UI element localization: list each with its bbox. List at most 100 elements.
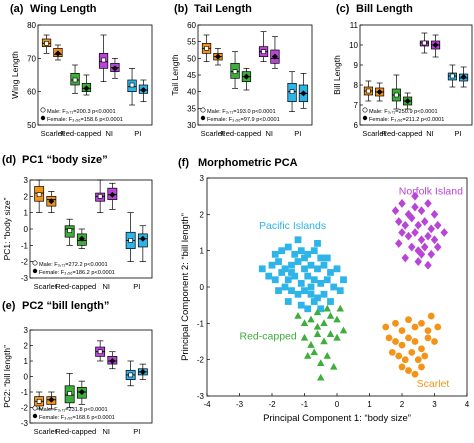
mean-marker (243, 73, 250, 80)
data-point (417, 235, 426, 245)
box-pi-male (287, 71, 297, 113)
box-red-capped-male (64, 218, 75, 246)
mean-marker (78, 389, 85, 395)
category-label: Scarlet (362, 129, 386, 138)
x-axis-label: Principal Component 1: “body size” (263, 413, 411, 424)
mean-marker (450, 73, 455, 79)
y-tick-label: 55 (187, 38, 196, 47)
box-scarlet-female (213, 47, 223, 66)
data-point (339, 326, 348, 334)
panel-title: Tail Length (194, 3, 252, 15)
data-point (431, 338, 438, 345)
mean-marker (139, 235, 146, 242)
data-point (424, 260, 432, 270)
box-scarlet-male (363, 80, 373, 102)
data-point (385, 334, 393, 342)
mean-marker (44, 41, 49, 46)
y-tick-label: 1 (24, 357, 29, 366)
box-ni-male (419, 32, 429, 54)
mean-marker (97, 349, 103, 355)
y-axis-label: Principal Component 2: “bill length” (180, 213, 191, 361)
series-red-capped: Red-capped (240, 304, 348, 381)
box-ni-male (95, 179, 106, 214)
data-point (327, 298, 334, 305)
data-point (314, 294, 321, 302)
data-point (317, 305, 325, 313)
data-point (310, 247, 318, 255)
data-point (330, 283, 338, 291)
category-label: Red-capped (220, 129, 261, 138)
y-tick-label: -2 (21, 404, 29, 413)
y-tick-label: -1 (21, 388, 29, 397)
y-tick-label: 3 (24, 176, 29, 185)
data-point (417, 206, 426, 216)
category-label: NI (106, 129, 114, 138)
data-point (268, 261, 276, 269)
data-point (398, 228, 406, 237)
data-point (398, 363, 406, 371)
panel-title: PC2 “bill length” (22, 300, 109, 312)
panel-label: (a) (10, 3, 24, 15)
data-point (427, 312, 435, 320)
data-point (392, 319, 399, 327)
data-point (408, 213, 416, 223)
category-label: NI (103, 282, 111, 291)
data-point (421, 352, 429, 360)
data-point (336, 287, 344, 295)
series-label: Scarlet (417, 378, 450, 390)
category-label: Red-capped (60, 129, 101, 138)
data-point (417, 249, 426, 259)
data-point (401, 253, 409, 263)
y-tick-label: 50 (27, 121, 36, 130)
data-point (333, 333, 341, 341)
y-tick-label: 2 (24, 342, 29, 351)
data-point (401, 220, 409, 230)
stats-female: Female: F₃,₅₆=168.6 p<0.0001 (39, 415, 115, 421)
data-point (317, 359, 325, 367)
series-pacific-islands: Pacific Islands (258, 220, 347, 313)
x-tick-label: 3 (432, 400, 437, 409)
data-point (301, 287, 308, 295)
data-point (391, 206, 400, 216)
panel-d: (d) PC1 “body size” -3 -2 -1 0 1 2 3 PC1: “body s… (2, 154, 153, 291)
mean-marker (460, 74, 467, 80)
y-tick-label: 50 (187, 54, 196, 63)
y-tick-label: 1 (24, 209, 29, 218)
data-point (430, 235, 439, 245)
category-label: NI (426, 129, 434, 138)
mean-marker (83, 85, 90, 92)
panel-e: (e) PC2 “bill length” -3 -2 -1 0 1 2 3 PC2: “bill… (2, 300, 153, 436)
box-ni-male (98, 34, 109, 83)
data-point (414, 257, 422, 266)
mean-marker (78, 235, 85, 242)
panel-title: PC1 “body size” (22, 154, 108, 166)
data-point (310, 348, 318, 356)
data-point (314, 240, 321, 247)
category-label: Scarlet (201, 129, 225, 138)
panel-label: (e) (2, 300, 16, 312)
y-tick-label: 1 (200, 247, 205, 256)
stats-male-marker (200, 107, 206, 113)
mean-marker (271, 53, 278, 60)
data-point (411, 323, 419, 331)
box-scarlet-male (34, 179, 45, 214)
data-point (284, 243, 292, 251)
y-axis-label: Bill Length (332, 55, 342, 95)
data-point (271, 250, 279, 258)
mean-marker (366, 88, 371, 94)
y-tick-label: 2 (24, 192, 29, 201)
stats-female: Female: F₃,₅₆=186.2 p<0.0001 (39, 270, 115, 276)
data-point (294, 258, 302, 265)
mean-marker (109, 191, 116, 198)
data-point (398, 327, 406, 334)
y-tick-label: 35 (187, 104, 196, 113)
data-point (418, 319, 425, 327)
data-point (304, 351, 312, 359)
data-point (411, 202, 419, 212)
mean-marker (67, 228, 72, 233)
data-point (430, 209, 439, 219)
data-point (284, 298, 292, 305)
data-point (314, 265, 321, 273)
data-point (304, 305, 312, 313)
